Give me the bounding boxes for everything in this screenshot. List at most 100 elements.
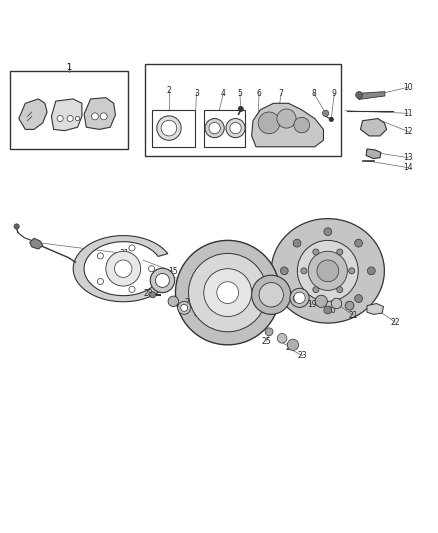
Text: 12: 12 (403, 127, 413, 136)
Circle shape (355, 295, 363, 302)
Circle shape (188, 254, 267, 332)
Circle shape (161, 120, 177, 136)
Polygon shape (271, 219, 385, 323)
Circle shape (115, 260, 132, 277)
Circle shape (337, 249, 343, 255)
Circle shape (317, 260, 339, 282)
Text: 28: 28 (144, 289, 153, 298)
Circle shape (97, 253, 103, 259)
Text: 22: 22 (391, 318, 400, 327)
Circle shape (290, 288, 309, 308)
Circle shape (106, 251, 141, 286)
Circle shape (345, 301, 354, 310)
Polygon shape (51, 99, 82, 131)
Text: 20: 20 (326, 306, 336, 316)
Circle shape (178, 301, 191, 314)
Text: 6: 6 (257, 89, 261, 98)
Polygon shape (252, 103, 323, 147)
Circle shape (301, 268, 307, 274)
Circle shape (280, 267, 288, 275)
Circle shape (294, 292, 305, 303)
Circle shape (329, 117, 333, 122)
Circle shape (313, 249, 319, 255)
Text: 1: 1 (67, 63, 71, 71)
Text: 15: 15 (169, 267, 178, 276)
Circle shape (331, 298, 342, 309)
Text: 10: 10 (403, 83, 413, 92)
Text: 31: 31 (119, 249, 129, 258)
Circle shape (209, 123, 220, 134)
Circle shape (92, 113, 99, 120)
Circle shape (67, 116, 73, 122)
Text: 27: 27 (184, 298, 194, 307)
Polygon shape (360, 118, 387, 136)
Circle shape (324, 306, 332, 314)
Circle shape (294, 117, 310, 133)
Text: 21: 21 (348, 311, 358, 320)
Circle shape (315, 295, 327, 308)
Circle shape (293, 239, 301, 247)
Circle shape (293, 295, 301, 302)
Circle shape (324, 228, 332, 236)
Text: 16: 16 (199, 275, 208, 284)
Bar (152, 110, 195, 147)
Circle shape (157, 116, 181, 140)
Circle shape (259, 282, 283, 307)
Text: 9: 9 (332, 89, 337, 98)
Circle shape (150, 292, 156, 298)
Text: 2: 2 (166, 86, 171, 95)
Circle shape (148, 265, 155, 272)
Polygon shape (73, 236, 168, 302)
Polygon shape (84, 98, 116, 130)
Text: 26: 26 (193, 309, 203, 318)
Text: 14: 14 (403, 163, 413, 172)
Circle shape (168, 296, 179, 306)
Circle shape (57, 116, 63, 122)
Circle shape (155, 273, 170, 287)
Circle shape (349, 268, 355, 274)
Text: 13: 13 (403, 153, 413, 162)
Circle shape (367, 267, 375, 275)
Text: 17: 17 (230, 285, 239, 294)
Circle shape (287, 339, 299, 351)
Bar (204, 110, 245, 147)
Text: 25: 25 (261, 337, 271, 346)
Bar (145, 64, 341, 156)
Polygon shape (367, 303, 384, 314)
Circle shape (100, 113, 107, 120)
Text: 18: 18 (287, 293, 297, 302)
Circle shape (313, 287, 319, 293)
Circle shape (181, 304, 187, 311)
Text: 4: 4 (221, 89, 226, 98)
Text: 24: 24 (285, 343, 295, 352)
Circle shape (322, 110, 328, 116)
Text: 3: 3 (194, 89, 199, 98)
Circle shape (97, 278, 103, 285)
Circle shape (337, 287, 343, 293)
Circle shape (238, 107, 244, 111)
Text: 1: 1 (66, 63, 71, 71)
Circle shape (277, 109, 296, 128)
Circle shape (355, 239, 363, 247)
Circle shape (129, 286, 135, 293)
Circle shape (265, 328, 273, 336)
Text: 23: 23 (298, 351, 307, 360)
Circle shape (129, 245, 135, 251)
Text: 7: 7 (279, 89, 284, 98)
Text: 8: 8 (311, 89, 316, 98)
Circle shape (277, 334, 287, 343)
Circle shape (176, 240, 280, 345)
Text: 5: 5 (237, 89, 242, 98)
Circle shape (204, 269, 252, 317)
Circle shape (205, 118, 224, 138)
Circle shape (75, 116, 80, 120)
Text: 11: 11 (403, 109, 413, 118)
Circle shape (356, 92, 363, 99)
Polygon shape (366, 149, 381, 158)
Circle shape (217, 282, 239, 303)
Circle shape (150, 268, 175, 293)
Circle shape (308, 251, 347, 290)
Circle shape (14, 224, 19, 229)
Circle shape (252, 275, 291, 314)
Text: 19: 19 (307, 300, 317, 309)
